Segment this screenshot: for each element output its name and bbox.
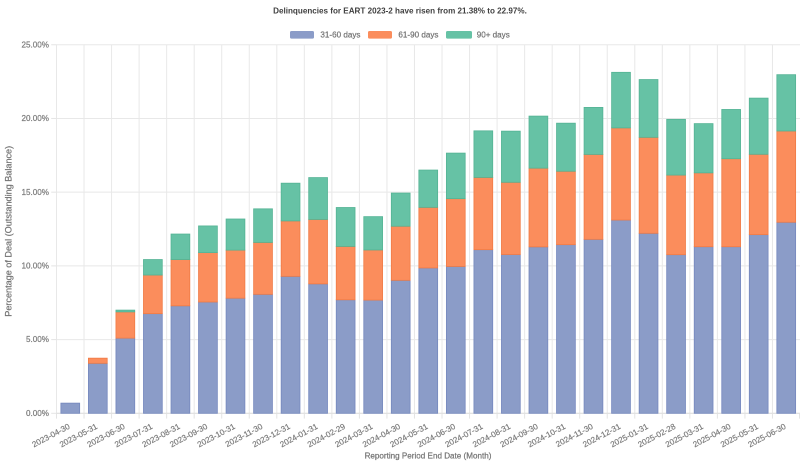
svg-text:Percentage of Deal (Outstandin: Percentage of Deal (Outstanding Balance) (4, 146, 14, 317)
svg-text:10.00%: 10.00% (21, 261, 48, 270)
svg-text:15.00%: 15.00% (21, 188, 48, 197)
svg-text:Delinquencies for EART 2023-2: Delinquencies for EART 2023-2 have risen… (273, 6, 527, 15)
svg-text:90+ days: 90+ days (477, 31, 510, 40)
svg-text:25.00%: 25.00% (21, 40, 48, 49)
svg-text:0.00%: 0.00% (26, 409, 49, 418)
svg-text:5.00%: 5.00% (26, 335, 49, 344)
svg-text:Reporting Period End Date (Mon: Reporting Period End Date (Month) (365, 452, 492, 461)
svg-text:61-90 days: 61-90 days (398, 31, 438, 40)
svg-text:31-60 days: 31-60 days (320, 31, 360, 40)
svg-text:20.00%: 20.00% (21, 114, 48, 123)
